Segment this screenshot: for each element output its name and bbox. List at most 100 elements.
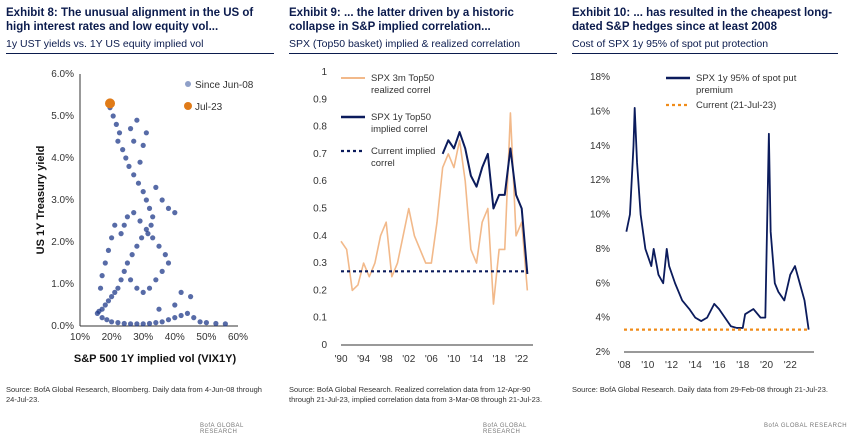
legend-label-implied-2: implied correl <box>371 124 428 135</box>
scatter-point <box>120 147 126 153</box>
x-tick-label: '10 <box>447 354 460 365</box>
scatter-point <box>121 320 127 327</box>
exhibit-10-panel: Exhibit 10: ... has resulted in the chea… <box>566 0 848 437</box>
exhibit-8-panel: Exhibit 8: The unusual alignment in the … <box>0 0 283 437</box>
scatter-point <box>105 298 112 304</box>
scatter-point <box>172 210 178 216</box>
scatter-point <box>109 235 115 241</box>
x-axis-label: S&P 500 1Y implied vol (VIX1Y) <box>74 353 237 365</box>
current-point <box>105 98 116 109</box>
scatter-point <box>153 320 159 326</box>
y-tick-label: 0.0% <box>51 321 74 332</box>
exhibit-10-brand: BofA GLOBAL RESEARCH <box>764 423 848 429</box>
scatter-point <box>109 319 115 325</box>
scatter-point <box>134 321 140 327</box>
scatter-point <box>113 121 119 127</box>
legend-label-current-2: correl <box>371 158 395 169</box>
scatter-point <box>126 163 132 169</box>
scatter-point <box>99 315 105 321</box>
scatter-point <box>115 285 121 291</box>
y-tick-label: 10% <box>590 210 610 221</box>
scatter-point <box>146 320 153 327</box>
scatter-point <box>146 205 153 211</box>
scatter-point <box>123 155 129 161</box>
scatter-point <box>134 243 140 249</box>
scatter-point <box>159 197 165 203</box>
scatter-point <box>191 315 197 321</box>
scatter-point <box>124 214 130 220</box>
legend-label-since: Since Jun-08 <box>195 80 254 91</box>
scatter-point <box>127 321 134 327</box>
y-tick-label: 0 <box>321 340 327 351</box>
scatter-point <box>135 180 142 186</box>
x-tick-label: 50% <box>196 332 216 343</box>
scatter-point <box>222 321 228 327</box>
x-tick-label: '20 <box>760 360 773 371</box>
y-tick-label: 0.4 <box>313 231 327 242</box>
scatter-point <box>178 289 184 295</box>
scatter-point <box>99 273 105 279</box>
scatter-point <box>203 320 209 326</box>
y-tick-label: 1.0% <box>51 279 74 290</box>
scatter-point <box>213 320 219 327</box>
legend-label-implied: SPX 1y Top50 <box>371 112 431 123</box>
legend-label-premium-2: premium <box>696 85 733 96</box>
scatter-point <box>165 260 172 266</box>
scatter-point <box>129 252 135 258</box>
exhibit-10-source: Source: BofA Global Research. Daily data… <box>572 385 828 394</box>
exhibit-8-chart: 0.0% 1.0% 2.0% 3.0% 4.0% 5.0% 6.0% 10% 20% 30% 40%… <box>35 69 254 365</box>
legend-label-jul23: Jul-23 <box>195 102 223 113</box>
x-tick-label: 20% <box>102 332 122 343</box>
scatter-point <box>159 268 165 274</box>
scatter-point <box>109 294 115 300</box>
scatter-point <box>140 142 146 148</box>
y-tick-label: 4.0% <box>51 153 74 164</box>
scatter-point <box>104 317 110 323</box>
scatter-point <box>110 113 116 119</box>
x-tick-label: 60% <box>228 332 248 343</box>
legend-label-current: Current (21-Jul-23) <box>696 100 776 111</box>
scatter-point <box>140 321 146 327</box>
scatter-point <box>124 260 130 266</box>
y-tick-label: 0.9 <box>313 94 327 105</box>
scatter-point <box>172 302 178 308</box>
exhibit-9-brand: BofA GLOBAL RESEARCH <box>483 423 527 435</box>
y-tick-label: 6.0% <box>51 69 74 80</box>
scatter-point <box>148 222 154 228</box>
y-tick-label: 0.5 <box>313 204 327 215</box>
x-tick-label: '18 <box>493 354 506 365</box>
scatter-point <box>140 189 146 195</box>
x-tick-label: '10 <box>641 360 654 371</box>
y-tick-label: 0.3 <box>313 258 327 269</box>
x-tick-label: '90 <box>334 354 347 365</box>
x-tick-label: '08 <box>617 360 630 371</box>
x-tick-label: '22 <box>515 354 528 365</box>
scatter-point <box>127 277 134 283</box>
x-tick-label: '98 <box>380 354 393 365</box>
scatter-point <box>94 310 100 316</box>
y-tick-label: 8% <box>596 244 611 255</box>
y-tick-label: 0.8 <box>313 122 327 133</box>
scatter-point <box>153 277 159 283</box>
exhibit-10-title: Exhibit 10: ... has resulted in the chea… <box>572 7 833 33</box>
legend-label-premium: SPX 1y 95% of spot put <box>696 73 797 84</box>
scatter-point <box>188 294 194 300</box>
exhibit-10-rule <box>572 53 838 54</box>
scatter-point <box>146 285 153 291</box>
scatter-point <box>112 222 118 228</box>
scatter-point <box>131 172 137 178</box>
y-tick-label: 2% <box>596 347 611 358</box>
y-tick-label: 14% <box>590 141 610 152</box>
scatter-point <box>153 184 159 190</box>
y-tick-label: 5.0% <box>51 111 74 122</box>
y-tick-label: 0.6 <box>313 176 327 187</box>
y-tick-label: 12% <box>590 175 610 186</box>
scatter-point <box>131 210 137 216</box>
scatter-point <box>121 222 127 228</box>
scatter-point <box>165 205 172 211</box>
legend-marker-since <box>185 81 191 87</box>
scatter-point <box>143 197 149 203</box>
exhibit-10-chart: 2% 4% 6% 8% 10% 12% 14% 16% 18% '08 '10 '12 '14 '16 '1… <box>590 72 814 371</box>
scatter-point <box>116 130 123 136</box>
exhibit-10-subtitle: Cost of SPX 1y 95% of spot put protectio… <box>572 38 769 50</box>
